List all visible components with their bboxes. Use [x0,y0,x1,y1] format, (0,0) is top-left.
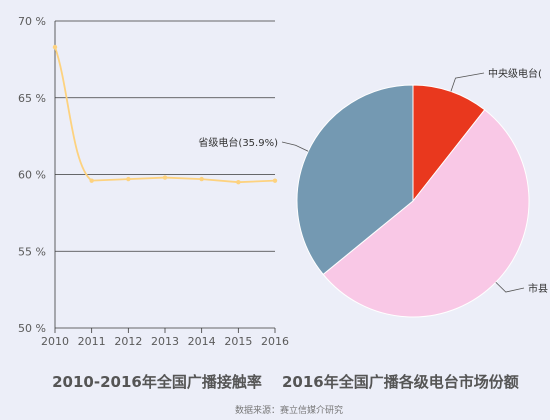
data-point [89,178,94,183]
x-tick-label: 2013 [151,335,179,348]
x-tick-label: 2014 [188,335,216,348]
callout-line [495,281,525,293]
x-tick-label: 2015 [224,335,252,348]
slice-label: 中央级电台( [488,67,542,80]
data-point [126,176,131,182]
series-line [54,46,276,184]
pie-chart: 中央级电台( 市县 省级电台(35.9%) [198,67,548,318]
line-chart-title: 2010-2016年全国广播接触率 [52,373,262,391]
data-point [236,179,241,185]
y-tick-label: 60 % [18,169,46,182]
x-tick-label: 2016 [261,335,289,348]
y-tick-label: 65 % [18,92,46,105]
data-point [52,44,58,50]
y-tick-label: 50 % [18,322,46,335]
slice-label: 省级电台(35.9%) [198,136,278,149]
line-chart: 50 % 55 % 60 % 65 % 70 % 2010 2011 2012 2013 2014… [18,15,289,348]
callout-line [450,72,485,92]
y-tick-label: 55 % [18,245,46,258]
x-tick-label: 2012 [114,335,142,348]
slice-label: 市县 [528,282,548,295]
pie-slice [412,84,486,203]
x-tick-label: 2011 [78,335,106,348]
pie-slice [296,84,414,276]
y-tick-label: 70 % [18,15,46,28]
pie-chart-title: 2016年全国广播各级电台市场份额 [282,373,519,391]
callout-line [281,141,309,152]
data-point [272,178,278,183]
x-tick-label: 2010 [41,335,69,348]
data-point [162,175,168,180]
source-note: 数据来源：赛立信媒介研究 [235,404,343,416]
data-point [199,176,204,182]
